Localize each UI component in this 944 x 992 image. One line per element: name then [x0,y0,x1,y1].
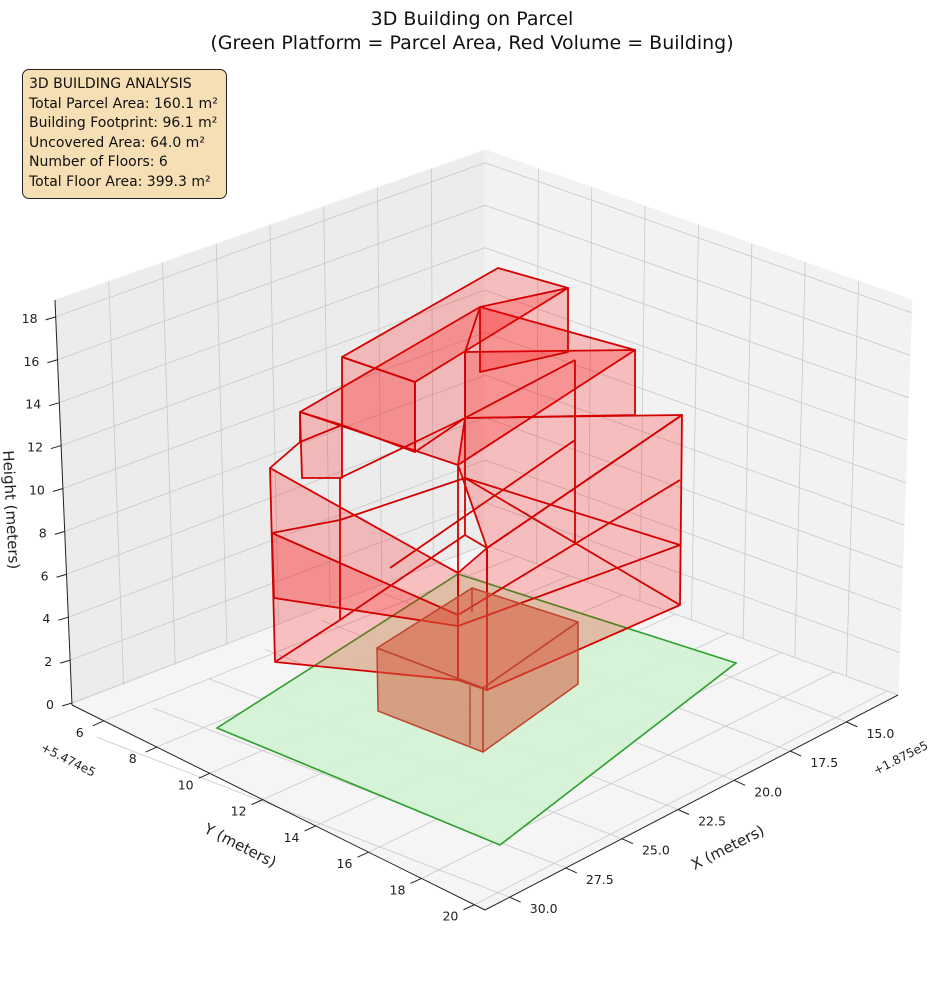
x-tick-label: 20.0 [754,784,782,799]
y-tick-label: 20 [442,909,458,924]
y-tick [410,878,422,884]
left-pane-vgrid [215,243,228,646]
right-pane-vgrid [691,224,699,621]
y-tick-label: 8 [129,751,137,766]
y-tick [304,825,316,832]
axis-ticks: 0 2 4 6 8 10 12 14 16 18 6 8 10 12 14 16 18 20 15.0 17.5 20.… [22,311,895,924]
y-tick-label: 10 [178,777,194,792]
building-edge [299,424,343,443]
z-tick-label: 8 [39,525,47,540]
z-tick [49,402,60,407]
z-tick-label: 2 [44,654,52,669]
z-tick-label: 6 [41,568,49,583]
z-tick-label: 18 [22,311,38,326]
z-tick [54,530,65,535]
y-tick-label: 16 [337,856,353,871]
chart-subtitle: (Green Platform = Parcel Area, Red Volum… [210,32,734,54]
gridlines [55,162,912,906]
y-tick-label: 12 [231,804,247,819]
building-edge [464,477,681,606]
y-gridline [421,671,835,879]
z-tick [60,659,71,664]
right-pane-vgrid [845,281,860,677]
left-pane-vgrid [108,281,125,686]
building-edge [414,382,466,453]
building-edge [457,479,681,616]
info-uncovered-area: Uncovered Area: 64.0 m² [29,134,205,151]
y-axis-label: Y (meters) [200,819,279,871]
right-pane-vgrid [794,262,806,658]
info-total-floor-area: Total Floor Area: 399.3 m² [29,173,211,190]
z-tick [47,359,58,364]
z-tick [58,616,69,621]
building-edge [271,477,681,546]
x-tick [790,750,802,757]
z-tick-label: 12 [27,440,43,455]
x-tick [733,779,746,786]
y-tick-label: 18 [390,882,406,897]
analysis-info-box: 3D BUILDING ANALYSIS Total Parcel Area: … [22,69,227,199]
x-gridline [96,736,510,898]
y-tick [463,904,475,911]
building-volume [269,267,683,691]
z-tick [45,316,56,321]
x-tick-label: 25.0 [642,843,670,858]
z-tick-label: 0 [46,697,54,712]
y-tick [92,720,104,727]
x-tick [509,896,521,903]
left-pane-vgrid [323,206,331,606]
y-tick [251,799,263,806]
x-tick-label: 17.5 [810,755,838,770]
annex-side [482,621,579,753]
info-total-parcel-area: Total Parcel Area: 160.1 m² [29,95,218,112]
y-tick-label: 6 [76,725,84,740]
y-tick [357,851,369,858]
building-edge [464,306,481,418]
building-face [479,287,569,373]
y-tick [198,772,210,779]
x-offset-label: +1.875e5 [871,738,930,777]
x-tick-label: 22.5 [698,814,726,829]
right-pane-vgrid [639,206,646,602]
z-tick [50,445,62,450]
z-tick-label: 4 [42,611,50,626]
x-tick-label: 15.0 [866,726,894,741]
x-axis-label: X (meters) [688,821,767,873]
building-edge [389,439,576,569]
x-tick-label: 27.5 [586,872,614,887]
x-tick-label: 30.0 [530,901,558,916]
info-heading: 3D BUILDING ANALYSIS [29,76,192,92]
left-pane-vgrid [377,187,383,586]
z-tick-label: 14 [25,397,41,412]
z-tick [61,702,73,707]
z-axis-line [54,299,73,706]
y-gridline [474,690,888,906]
x-tick [565,867,578,874]
right-pane-vgrid [742,243,753,639]
y-tick-label: 14 [284,830,300,845]
z-axis-label: Height (meters) [0,450,23,570]
x-axis-line [484,694,899,911]
x-tick [621,838,634,845]
z-tick [52,488,64,492]
info-number-of-floors: Number of Floors: 6 [29,154,168,170]
y-axis-line [71,704,486,911]
left-pane-vgrid [430,168,434,566]
z-tick-label: 10 [29,482,45,497]
ground-annex [376,587,579,753]
info-building-footprint: Building Footprint: 96.1 m² [29,115,218,131]
right-pane-vgrid [536,168,539,564]
left-pane-vgrid [269,224,279,626]
y-offset-label: +5.474e5 [39,740,98,779]
chart-title: 3D Building on Parcel [370,8,574,30]
z-tick [56,573,67,578]
z-tick-label: 16 [23,354,39,369]
left-pane-vgrid [162,262,176,666]
axis-lines [54,299,899,911]
y-tick [145,746,157,753]
x-tick [677,809,690,815]
x-tick [846,721,858,728]
